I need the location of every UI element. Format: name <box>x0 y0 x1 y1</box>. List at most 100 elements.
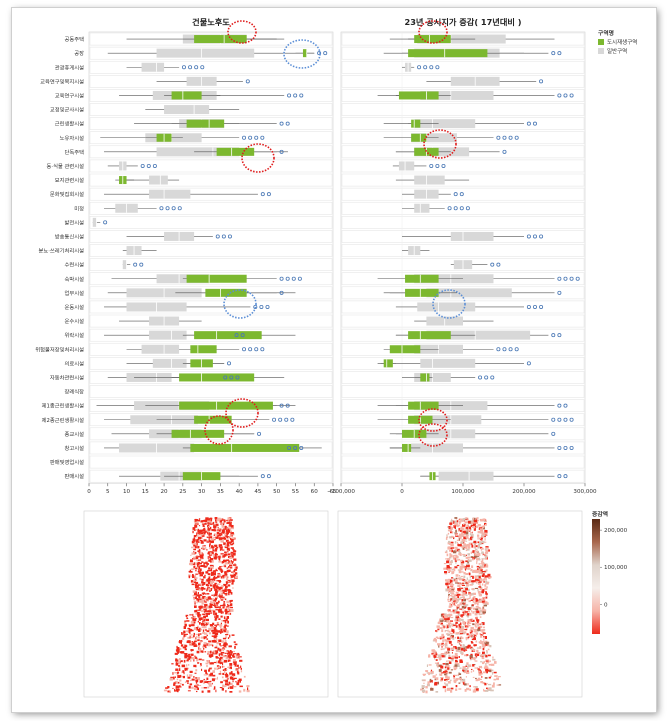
map-parcel <box>230 671 233 674</box>
map-parcel <box>217 567 221 570</box>
map-parcel <box>437 628 440 631</box>
map-parcel <box>463 587 467 589</box>
map-parcel <box>442 643 444 647</box>
map-parcel <box>188 630 192 632</box>
map-parcel <box>450 669 453 671</box>
map-parcel <box>473 596 476 599</box>
map-parcel <box>197 528 199 531</box>
map-parcel <box>485 593 488 595</box>
map-parcel <box>229 519 233 521</box>
outlier-point <box>508 347 513 352</box>
map-parcel <box>189 569 191 572</box>
map-parcel <box>473 550 477 552</box>
annotation-circle <box>225 398 259 428</box>
panel-title: 건물노후도 <box>192 17 230 27</box>
map-parcel <box>182 670 185 673</box>
map-parcel <box>208 668 212 670</box>
map-parcel <box>194 628 197 631</box>
map-parcel <box>458 682 461 684</box>
map-parcel <box>466 633 469 635</box>
map-parcel <box>445 680 448 682</box>
map-parcel <box>192 558 194 560</box>
map-parcel <box>441 672 444 674</box>
map-parcel <box>446 614 448 615</box>
axis-tick-label: 60 <box>311 489 319 495</box>
map-parcel <box>483 645 487 647</box>
map-parcel <box>198 617 201 621</box>
map-parcel <box>458 626 462 629</box>
map-parcel <box>473 540 477 544</box>
map-parcel <box>481 641 485 643</box>
color-scale-label: 200,000 <box>604 528 628 534</box>
map-parcel <box>226 678 229 680</box>
map-parcel <box>453 567 456 571</box>
map-parcel <box>185 614 189 617</box>
map-parcel <box>206 672 208 676</box>
map-parcel <box>482 610 486 614</box>
map-parcel <box>421 685 425 688</box>
outlier-point <box>260 192 265 197</box>
map-parcel <box>473 519 478 523</box>
map-parcel <box>202 548 205 550</box>
map-parcel <box>210 672 213 676</box>
map-parcel <box>449 522 453 525</box>
map-parcel <box>178 685 181 688</box>
map-parcel <box>214 553 217 556</box>
map-parcel <box>210 606 213 608</box>
map-parcel <box>442 615 444 618</box>
map-parcel <box>475 578 479 582</box>
map-parcel <box>471 582 474 585</box>
map-parcel <box>463 575 466 578</box>
map-parcel <box>167 690 170 693</box>
map-parcel <box>463 596 465 600</box>
map-parcel <box>477 623 479 626</box>
map-parcel <box>462 678 466 682</box>
map-parcel <box>216 553 218 556</box>
map-parcel <box>196 601 198 604</box>
map-parcel <box>224 592 228 595</box>
map-parcel <box>481 574 485 577</box>
map-parcel <box>220 570 224 573</box>
map-parcel <box>482 682 486 685</box>
outlier-point <box>227 361 232 366</box>
map-parcel <box>456 522 458 525</box>
map-parcel <box>246 685 250 688</box>
map-parcel <box>479 600 484 603</box>
map-parcel <box>489 687 492 690</box>
map-parcel <box>199 594 203 597</box>
iqr-box <box>194 35 247 44</box>
map-parcel <box>222 604 226 607</box>
map-parcel <box>206 541 210 543</box>
outlier-point <box>146 163 151 168</box>
map-parcel <box>174 689 178 692</box>
map-parcel <box>463 543 466 546</box>
map-parcel <box>217 647 220 651</box>
map-parcel <box>216 584 218 588</box>
map-parcel <box>446 660 448 662</box>
axis-tick-label: 5 <box>106 489 110 495</box>
map-parcel <box>484 575 489 578</box>
map-parcel <box>196 687 199 690</box>
map-parcel <box>441 613 445 616</box>
map-parcel <box>426 664 428 667</box>
map-parcel <box>214 612 218 615</box>
panel-0-frame <box>88 31 334 484</box>
map-parcel <box>217 583 221 585</box>
map-parcel <box>232 552 236 556</box>
outlier-point <box>272 417 277 422</box>
map-parcel <box>246 689 250 693</box>
map-parcel <box>230 592 233 595</box>
category-label: 문화및집회시설 <box>50 190 84 198</box>
map-parcel <box>176 647 180 650</box>
map-parcel <box>437 643 441 646</box>
map-parcel <box>206 540 210 542</box>
map-parcel <box>200 597 204 600</box>
map-parcel <box>202 545 206 547</box>
map-parcel <box>465 584 470 587</box>
map-parcel <box>482 662 485 665</box>
map-parcel <box>224 623 227 625</box>
map-parcel <box>223 520 226 523</box>
map-parcel <box>215 536 219 539</box>
map-parcel <box>194 578 197 582</box>
map-parcel <box>458 553 461 555</box>
